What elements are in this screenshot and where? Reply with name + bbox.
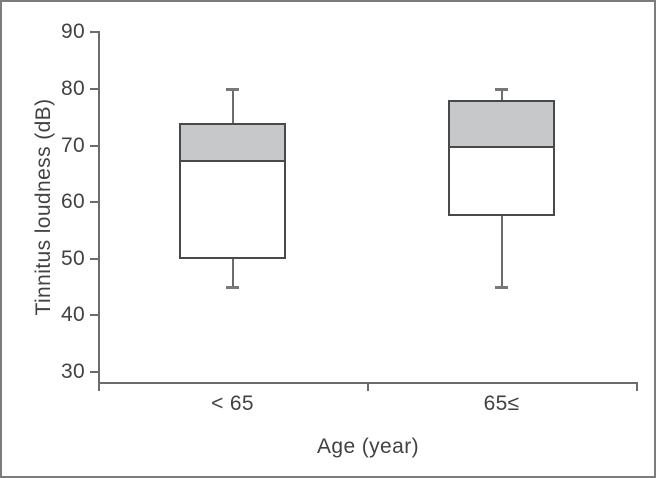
x-axis-tick (636, 382, 638, 391)
x-category-label: 65≤ (483, 392, 520, 415)
lower-whisker-line (231, 258, 234, 288)
y-axis-line (98, 31, 100, 391)
x-axis-tick (367, 382, 369, 391)
x-category-label: < 65 (211, 392, 254, 415)
upper-whisker-line (231, 89, 234, 123)
y-axis-tick (90, 257, 98, 260)
y-tick-label: 50 (61, 246, 85, 270)
y-tick-label: 90 (61, 20, 85, 44)
upper-whisker-cap (495, 87, 508, 91)
median-line (450, 145, 553, 148)
box-upper-fill (181, 124, 284, 160)
box-upper-fill (450, 102, 553, 146)
y-tick-label: 40 (61, 303, 85, 327)
upper-whisker-line (500, 89, 503, 101)
y-axis-tick (90, 88, 98, 90)
upper-whisker-cap (226, 87, 239, 91)
y-tick-label: 30 (61, 360, 85, 383)
y-tick-label: 70 (61, 133, 85, 157)
y-tick-label: 80 (61, 77, 85, 100)
y-axis-tick (90, 144, 98, 147)
x-axis-title: Age (year) (316, 435, 420, 458)
y-axis-tick (90, 201, 98, 204)
lower-whisker-cap (226, 285, 239, 289)
y-axis-tick (90, 314, 98, 317)
lower-whisker-line (500, 216, 503, 288)
median-line (181, 159, 284, 162)
y-tick-label: 60 (61, 190, 85, 214)
y-axis-tick (90, 31, 98, 34)
y-axis-tick (90, 371, 98, 373)
lower-whisker-cap (495, 285, 508, 289)
